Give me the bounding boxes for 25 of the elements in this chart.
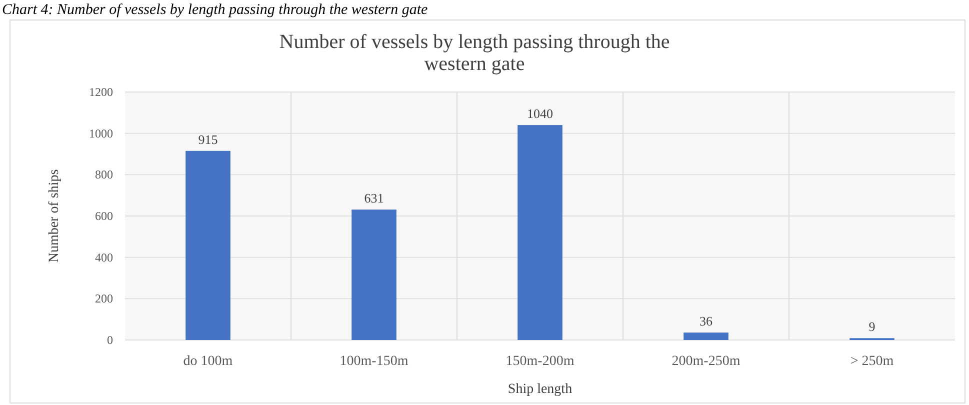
data-label: 915	[198, 132, 218, 147]
y-tick-label: 400	[95, 250, 113, 264]
x-tick-label: do 100m	[183, 354, 233, 369]
bar	[186, 150, 230, 340]
y-tick-label: 200	[95, 292, 113, 306]
y-tick-label: 0	[107, 333, 113, 347]
y-axis-title: Number of ships	[47, 169, 62, 263]
x-tick-label: 200m-250m	[672, 354, 740, 369]
chart-title: Number of vessels by length passing through the western gate	[279, 31, 670, 75]
data-label: 631	[364, 190, 384, 206]
data-label: 36	[700, 314, 713, 329]
caption: Chart 4: Number of vessels by length passing through the western gate	[2, 2, 428, 18]
data-label: 1040	[527, 106, 553, 122]
data-label: 9	[868, 319, 876, 334]
y-tick-label: 800	[95, 168, 113, 182]
y-tick-label: 1000	[89, 126, 113, 140]
bar	[684, 332, 728, 340]
x-tick-label: 100m-150m	[340, 354, 408, 369]
x-axis-title: Ship length	[508, 382, 572, 397]
bar	[518, 125, 562, 340]
y-tick-label: 1200	[89, 85, 113, 99]
x-tick-label: 150m-200m	[506, 354, 574, 369]
x-tick-label: > 250m	[850, 354, 894, 369]
y-tick-label: 600	[95, 209, 113, 223]
bar	[352, 210, 396, 340]
